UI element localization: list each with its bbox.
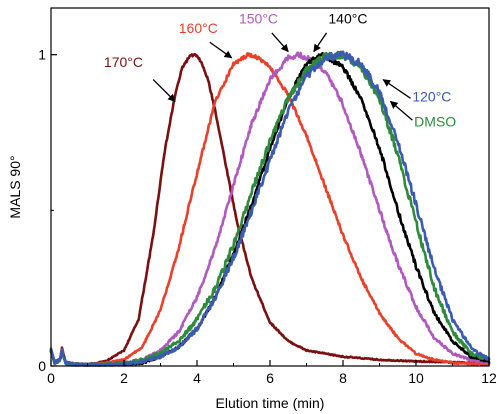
x-tick-label: 12 (481, 370, 497, 386)
x-tick-label: 8 (339, 370, 347, 386)
annotation-label: 170°C (104, 54, 143, 70)
annotation-arrow (313, 32, 328, 53)
x-tick-label: 0 (47, 370, 55, 386)
annotation-label: 120°C (412, 88, 451, 104)
annotation-arrow (271, 32, 289, 53)
x-tick-label: 4 (193, 370, 201, 386)
annotation-label: 140°C (328, 11, 367, 27)
y-tick-label: 0 (38, 358, 46, 374)
annotation-arrow (152, 79, 176, 102)
annotation-arrow (389, 100, 413, 121)
annotation-arrow (382, 79, 411, 99)
annotation-label: DMSO (414, 113, 456, 129)
y-tick-label: 1 (38, 47, 46, 63)
y-axis-title: MALS 90° (7, 155, 23, 218)
annotation-arrow (209, 41, 233, 59)
annotation-label: 150°C (239, 11, 278, 27)
annotation-layer: 170°C 160°C 150°C 140°C 120°C DMSO (104, 11, 456, 130)
x-tick-label: 10 (408, 370, 424, 386)
annotation-label: 160°C (179, 20, 218, 36)
x-tick-label: 6 (266, 370, 274, 386)
x-axis-title: Elution time (min) (216, 395, 325, 411)
ticks-layer: 0 2 4 6 8 10 12 0 1 (38, 47, 497, 386)
x-tick-label: 2 (120, 370, 128, 386)
